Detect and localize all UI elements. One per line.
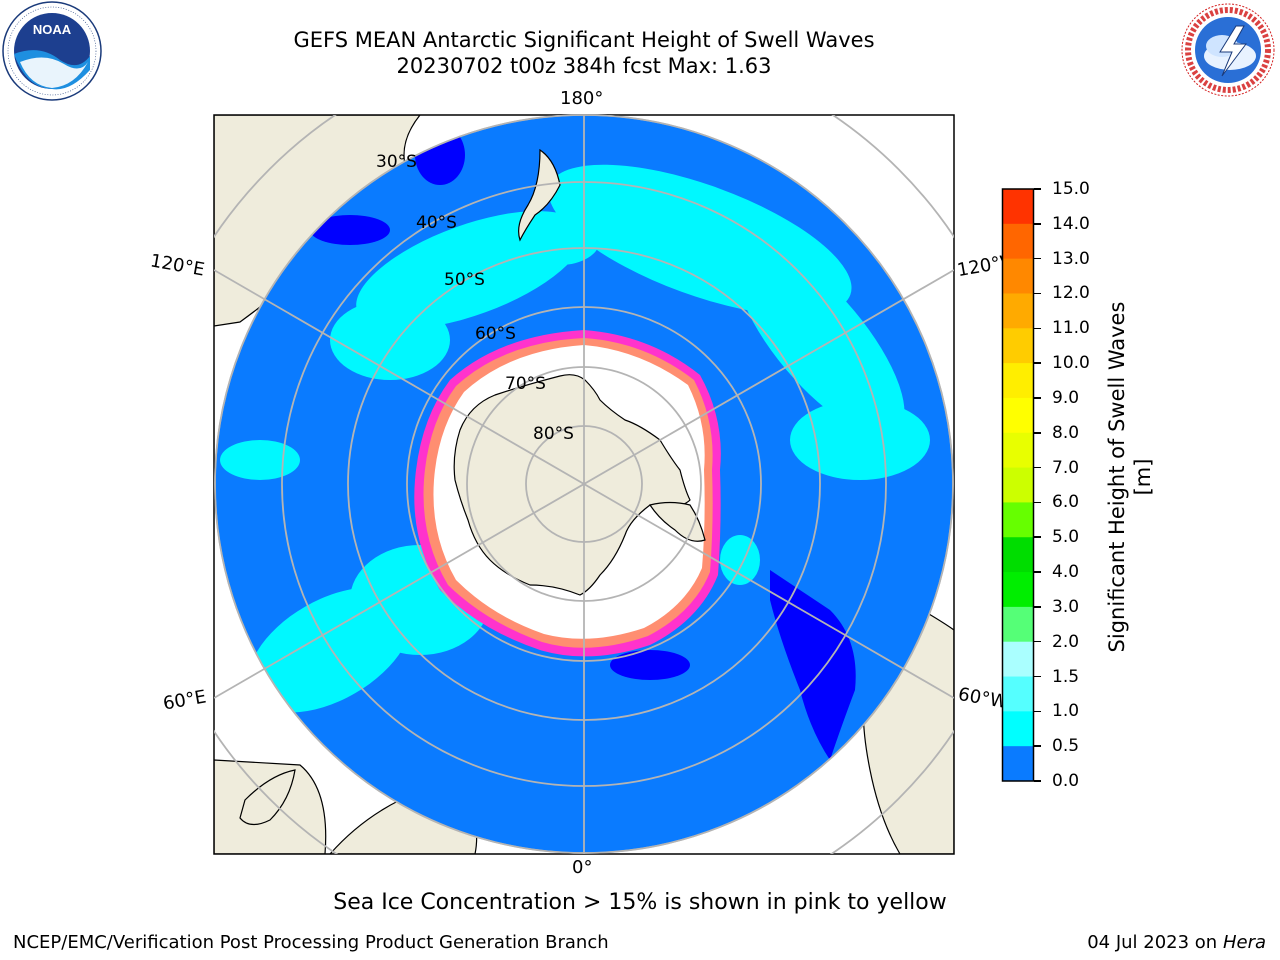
colorbar-tick-mark	[1034, 501, 1041, 504]
colorbar-cell	[1002, 746, 1034, 782]
lat-label-70s: 70°S	[505, 374, 546, 394]
colorbar	[1001, 188, 1035, 782]
colorbar-tick-label: 10.0	[1052, 353, 1090, 374]
colorbar-tick-mark	[1034, 223, 1041, 225]
chart-title: GEFS MEAN Antarctic Significant Height o…	[293, 28, 875, 52]
noaa-logo: NOAA	[2, 1, 102, 101]
colorbar-tick-mark	[1034, 362, 1041, 364]
lon-label-0: 0°	[572, 857, 593, 878]
colorbar-tick-label: 0.5	[1052, 736, 1080, 757]
colorbar-cell	[1002, 363, 1034, 399]
colorbar-cell	[1002, 502, 1034, 538]
colorbar-tick-mark	[1034, 257, 1041, 260]
colorbar-tick-mark	[1034, 606, 1041, 608]
lat-label-80s: 80°S	[533, 424, 574, 444]
colorbar-cell	[1002, 432, 1034, 469]
footer-date: 04 Jul 2023 on Hera	[1087, 932, 1266, 953]
colorbar-cell	[1002, 328, 1034, 364]
colorbar-tick-label: 6.0	[1052, 492, 1080, 513]
lat-label-50s: 50°S	[444, 270, 485, 290]
colorbar-tick-mark	[1034, 780, 1041, 782]
colorbar-tick-label: 0.0	[1052, 771, 1080, 791]
colorbar-tick-label: 12.0	[1052, 283, 1090, 304]
colorbar-cell	[1002, 711, 1034, 747]
colorbar-tick-label: 3.0	[1052, 596, 1080, 617]
nws-logo	[1181, 3, 1275, 97]
colorbar-cell	[1002, 397, 1034, 434]
colorbar-cell	[1002, 189, 1034, 225]
colorbar-cell	[1002, 467, 1034, 503]
colorbar-tick-label: 14.0	[1052, 213, 1090, 234]
footer-machine: Hera	[1222, 932, 1266, 953]
colorbar-cell	[1002, 293, 1034, 329]
colorbar-tick-label: 1.0	[1052, 701, 1080, 722]
lat-label-60s: 60°S	[475, 324, 516, 344]
colorbar-cell	[1002, 641, 1034, 678]
lat-label-30s: 30°S	[376, 152, 417, 172]
footer-branch: NCEP/EMC/Verification Post Processing Pr…	[13, 932, 609, 953]
colorbar-tick-mark	[1034, 675, 1041, 678]
colorbar-cell	[1002, 572, 1034, 608]
colorbar-tick-label: 9.0	[1052, 387, 1080, 408]
colorbar-cell	[1002, 676, 1034, 712]
colorbar-tick-mark	[1034, 327, 1041, 330]
colorbar-tick-label: 2.0	[1052, 631, 1080, 652]
colorbar-tick-mark	[1034, 188, 1041, 190]
colorbar-tick-label: 8.0	[1052, 422, 1080, 443]
lat-label-40s: 40°S	[416, 213, 457, 233]
colorbar-tick-mark	[1034, 571, 1041, 573]
lon-label-180: 180°	[560, 88, 604, 109]
footer-date-text: 04 Jul 2023 on	[1087, 932, 1218, 953]
new-zealand-island	[518, 148, 561, 242]
colorbar-tick-label: 15.0	[1052, 179, 1090, 199]
colorbar-label: Significant Height of Swell Waves [m]	[1105, 301, 1155, 653]
colorbar-cell	[1002, 537, 1034, 573]
colorbar-tick-label: 7.0	[1052, 457, 1080, 478]
colorbar-tick-label: 4.0	[1052, 562, 1080, 583]
chart-subtitle: 20230702 t00z 384h fcst Max: 1.63	[396, 54, 772, 78]
colorbar-tick-label: 13.0	[1052, 248, 1090, 269]
colorbar-tick-mark	[1034, 466, 1041, 469]
colorbar-tick-mark	[1034, 536, 1041, 538]
colorbar-tick-mark	[1034, 432, 1041, 434]
sea-ice-caption: Sea Ice Concentration > 15% is shown in …	[333, 890, 947, 915]
colorbar-cell	[1002, 606, 1034, 643]
colorbar-tick-label: 5.0	[1052, 527, 1080, 548]
colorbar-tick-mark	[1034, 710, 1041, 713]
colorbar-tick-label: 1.5	[1052, 666, 1080, 687]
colorbar-cell	[1002, 223, 1034, 260]
colorbar-tick-mark	[1034, 640, 1041, 643]
svg-text:NOAA: NOAA	[33, 22, 72, 37]
colorbar-tick-mark	[1034, 292, 1041, 295]
colorbar-cell	[1002, 258, 1034, 294]
antarctica-landmass	[453, 374, 691, 596]
colorbar-tick-mark	[1034, 745, 1041, 747]
colorbar-tick-label: 11.0	[1052, 318, 1090, 339]
colorbar-tick-mark	[1034, 397, 1041, 399]
